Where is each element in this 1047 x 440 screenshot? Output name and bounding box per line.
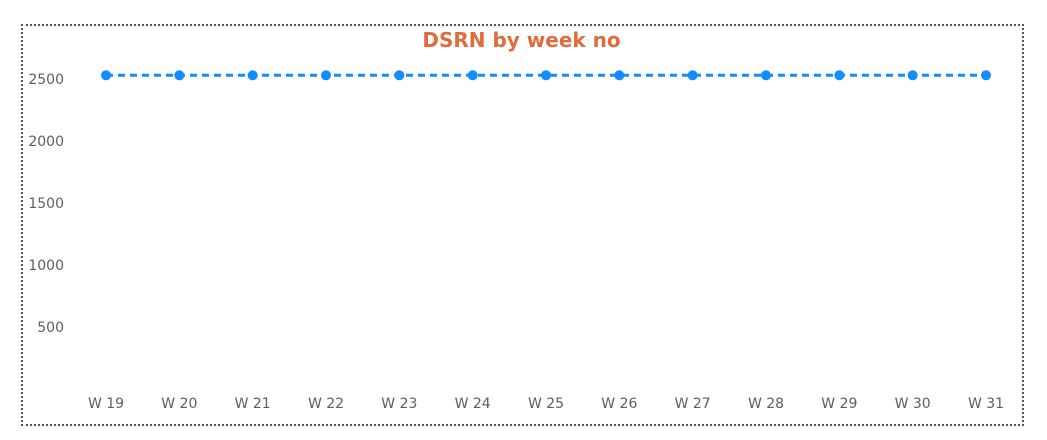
x-tick-label: W 21	[235, 396, 271, 412]
data-point[interactable]	[321, 70, 331, 81]
x-tick-label: W 31	[968, 396, 1004, 412]
x-tick-label: W 23	[381, 396, 417, 412]
data-point[interactable]	[761, 70, 771, 81]
y-axis: 500 1000 1500 2000 2500	[28, 72, 64, 336]
data-point[interactable]	[614, 70, 625, 81]
data-point[interactable]	[687, 70, 698, 81]
x-tick-label: W 27	[675, 396, 711, 412]
x-tick-label: W 20	[161, 396, 197, 412]
data-point[interactable]	[981, 70, 991, 81]
data-point[interactable]	[247, 70, 258, 81]
x-tick-label: W 28	[748, 396, 784, 412]
x-tick-label: W 30	[895, 396, 931, 412]
x-tick-label: W 26	[601, 396, 637, 412]
y-tick-label: 2000	[28, 134, 64, 150]
data-point[interactable]	[394, 70, 405, 81]
x-tick-label: W 22	[308, 396, 344, 412]
y-tick-label: 500	[37, 320, 64, 336]
data-point[interactable]	[907, 70, 918, 81]
chart-title: DSRN by week no	[422, 28, 621, 52]
data-point[interactable]	[467, 70, 478, 81]
x-tick-label: W 29	[821, 396, 857, 412]
y-tick-label: 1500	[28, 196, 64, 212]
y-tick-label: 1000	[28, 258, 64, 274]
data-point[interactable]	[101, 70, 111, 81]
y-tick-label: 2500	[28, 72, 64, 88]
x-axis: W 19 W 20 W 21 W 22 W 23 W 24 W 25 W 26 W 27 W 28…	[88, 396, 1004, 412]
data-point[interactable]	[174, 70, 185, 81]
x-tick-label: W 19	[88, 396, 124, 412]
x-tick-label: W 25	[528, 396, 564, 412]
data-point[interactable]	[541, 70, 551, 81]
data-point[interactable]	[834, 70, 845, 81]
series-layer	[101, 70, 991, 81]
chart-frame	[21, 24, 1024, 426]
x-tick-label: W 24	[455, 396, 491, 412]
